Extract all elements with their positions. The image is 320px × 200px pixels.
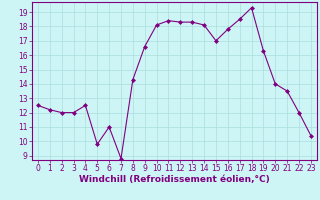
X-axis label: Windchill (Refroidissement éolien,°C): Windchill (Refroidissement éolien,°C): [79, 175, 270, 184]
